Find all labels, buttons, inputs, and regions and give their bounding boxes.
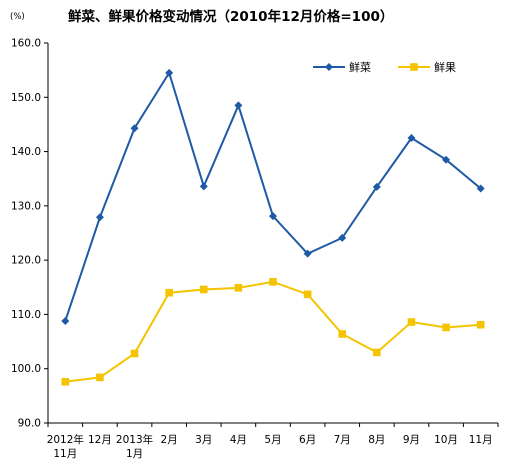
legend-item: 鲜果 [398, 60, 456, 74]
data-point [61, 377, 70, 386]
data-point [372, 182, 381, 191]
x-tick-label: 6月 [299, 434, 316, 446]
data-point [199, 182, 208, 191]
data-point [407, 318, 416, 326]
y-tick-label: 110.0 [11, 309, 41, 321]
data-point [61, 316, 70, 325]
x-tick-label: 7月 [334, 434, 351, 446]
data-point [338, 330, 347, 338]
legend: 鲜菜 鲜果 [313, 60, 456, 74]
data-point [269, 212, 277, 221]
x-tick-label: 4月 [230, 434, 247, 446]
data-point [407, 134, 416, 142]
x-tick-label: 3月 [195, 434, 212, 446]
data-point [130, 349, 139, 358]
series-2 [61, 278, 485, 386]
data-point [234, 284, 243, 292]
data-point [373, 348, 381, 357]
data-point [476, 320, 485, 329]
data-point [165, 68, 174, 77]
legend-item: 鲜菜 [313, 60, 371, 74]
x-tick-label: 2月 [161, 434, 178, 446]
data-point [165, 288, 173, 297]
data-point [338, 233, 347, 242]
data-point [96, 373, 104, 382]
x-axis: 2012年 11月 12月 2013年 1月 2月 3月 4月 5月 6月 7月 8月 9月 10月 11月 [47, 422, 499, 460]
legend-label: 鲜菜 [349, 60, 371, 74]
data-point [476, 184, 485, 193]
data-point [303, 290, 312, 299]
legend-marker [325, 63, 333, 71]
y-axis: 90.0 100.0 110.0 120.0 130.0 140.0 150.0 160.0 [11, 38, 49, 430]
data-point [442, 155, 451, 164]
data-point [303, 249, 312, 258]
x-tick-label: 11月 [469, 434, 493, 446]
data-point [95, 213, 104, 222]
y-tick-label: 130.0 [11, 200, 41, 212]
data-point [234, 101, 243, 110]
legend-label: 鲜果 [434, 60, 456, 74]
series-layer [61, 68, 485, 386]
x-tick-label: 9月 [403, 434, 420, 446]
x-tick-label: 8月 [368, 434, 385, 446]
y-tick-label: 120.0 [11, 255, 41, 267]
chart-title: 鲜菜、鲜果价格变动情况（2010年12月价格=100） [68, 8, 393, 25]
data-point [442, 323, 450, 332]
y-tick-label: 90.0 [18, 418, 41, 430]
y-unit-label: (%) [10, 12, 25, 22]
x-tick-label: 5月 [264, 434, 281, 446]
y-tick-label: 150.0 [11, 92, 41, 104]
data-point [130, 124, 139, 133]
x-tick-label: 12月 [88, 434, 112, 446]
legend-marker [410, 63, 418, 71]
x-tick-label: 2013年 1月 [116, 433, 153, 460]
series-1 [61, 68, 485, 325]
y-tick-label: 160.0 [11, 38, 41, 50]
x-tick-label: 2012年 11月 [47, 433, 84, 460]
data-point [269, 278, 277, 286]
x-tick-label: 10月 [434, 434, 458, 446]
data-point [199, 285, 208, 294]
series-line [65, 280, 481, 383]
y-tick-label: 100.0 [11, 363, 41, 375]
y-tick-label: 140.0 [11, 146, 41, 158]
